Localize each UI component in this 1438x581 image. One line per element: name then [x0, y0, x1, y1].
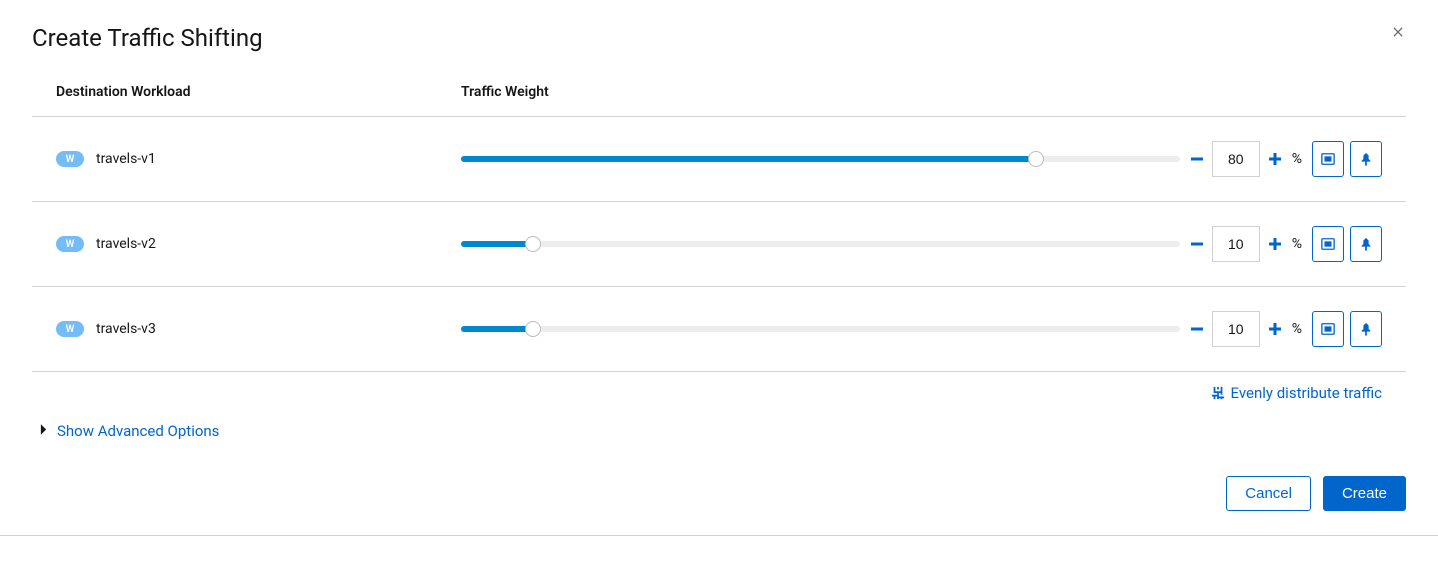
slider-fill	[461, 156, 1036, 162]
mirror-icon	[1321, 237, 1335, 251]
workload-name-cell: W travels-v3	[56, 321, 461, 337]
weight-input[interactable]	[1212, 226, 1260, 262]
traffic-shifting-modal: Create Traffic Shifting Destination Work…	[0, 0, 1438, 536]
slider-track	[461, 156, 1180, 162]
weight-cell: %	[461, 141, 1382, 177]
pin-button[interactable]	[1350, 226, 1382, 262]
plus-icon	[1268, 322, 1282, 336]
minus-icon	[1190, 237, 1204, 251]
percent-sign: %	[1292, 236, 1302, 252]
workload-rows: W travels-v1 %	[32, 117, 1406, 372]
workload-name: travels-v3	[96, 321, 156, 337]
workload-badge: W	[56, 236, 84, 252]
modal-footer: Cancel Create	[32, 440, 1406, 511]
show-advanced-label: Show Advanced Options	[57, 422, 219, 440]
workload-name-cell: W travels-v1	[56, 151, 461, 167]
column-weight-header: Traffic Weight	[461, 84, 1382, 100]
distribute-row: Evenly distribute traffic	[32, 372, 1406, 402]
weight-controls: %	[1188, 141, 1382, 177]
workload-name: travels-v1	[96, 151, 156, 167]
pin-icon	[1359, 152, 1373, 166]
mirror-button[interactable]	[1312, 311, 1344, 347]
create-button[interactable]: Create	[1323, 476, 1406, 511]
cancel-button[interactable]: Cancel	[1226, 476, 1311, 511]
table-header: Destination Workload Traffic Weight	[32, 84, 1406, 117]
slider-track	[461, 326, 1180, 332]
workload-row: W travels-v3 %	[32, 287, 1406, 372]
weight-slider[interactable]	[461, 319, 1180, 339]
pin-icon	[1359, 237, 1373, 251]
slider-thumb[interactable]	[525, 236, 541, 252]
increment-button[interactable]	[1266, 150, 1284, 168]
pin-icon	[1359, 322, 1373, 336]
chevron-right-icon	[40, 424, 47, 438]
decrement-button[interactable]	[1188, 235, 1206, 253]
weight-controls: %	[1188, 226, 1382, 262]
mirror-icon	[1321, 322, 1335, 336]
workload-badge: W	[56, 151, 84, 167]
percent-sign: %	[1292, 151, 1302, 167]
pin-button[interactable]	[1350, 141, 1382, 177]
decrement-button[interactable]	[1188, 320, 1206, 338]
show-advanced-link[interactable]: Show Advanced Options	[40, 422, 219, 440]
pin-button[interactable]	[1350, 311, 1382, 347]
plus-icon	[1268, 152, 1282, 166]
increment-button[interactable]	[1266, 320, 1284, 338]
slider-fill	[461, 326, 533, 332]
increment-button[interactable]	[1266, 235, 1284, 253]
modal-title: Create Traffic Shifting	[32, 24, 263, 52]
mirror-button[interactable]	[1312, 141, 1344, 177]
slider-track	[461, 241, 1180, 247]
weight-slider[interactable]	[461, 234, 1180, 254]
slider-thumb[interactable]	[525, 321, 541, 337]
minus-icon	[1190, 152, 1204, 166]
column-workload-header: Destination Workload	[56, 84, 461, 100]
slider-fill	[461, 241, 533, 247]
mirror-icon	[1321, 152, 1335, 166]
minus-icon	[1190, 322, 1204, 336]
modal-header: Create Traffic Shifting	[32, 24, 1406, 52]
plus-icon	[1268, 237, 1282, 251]
workload-name-cell: W travels-v2	[56, 236, 461, 252]
sliders-icon	[1211, 386, 1225, 400]
workload-badge: W	[56, 321, 84, 337]
weight-controls: %	[1188, 311, 1382, 347]
weight-slider[interactable]	[461, 149, 1180, 169]
weight-input[interactable]	[1212, 311, 1260, 347]
weight-input[interactable]	[1212, 141, 1260, 177]
advanced-row: Show Advanced Options	[32, 402, 1406, 440]
mirror-button[interactable]	[1312, 226, 1344, 262]
workload-name: travels-v2	[96, 236, 156, 252]
evenly-distribute-link[interactable]: Evenly distribute traffic	[1211, 384, 1382, 402]
percent-sign: %	[1292, 321, 1302, 337]
workload-row: W travels-v1 %	[32, 117, 1406, 202]
workload-row: W travels-v2 %	[32, 202, 1406, 287]
evenly-distribute-label: Evenly distribute traffic	[1231, 384, 1382, 402]
weight-cell: %	[461, 311, 1382, 347]
close-button[interactable]	[1390, 24, 1406, 44]
decrement-button[interactable]	[1188, 150, 1206, 168]
close-icon	[1390, 24, 1406, 40]
weight-cell: %	[461, 226, 1382, 262]
slider-thumb[interactable]	[1028, 151, 1044, 167]
